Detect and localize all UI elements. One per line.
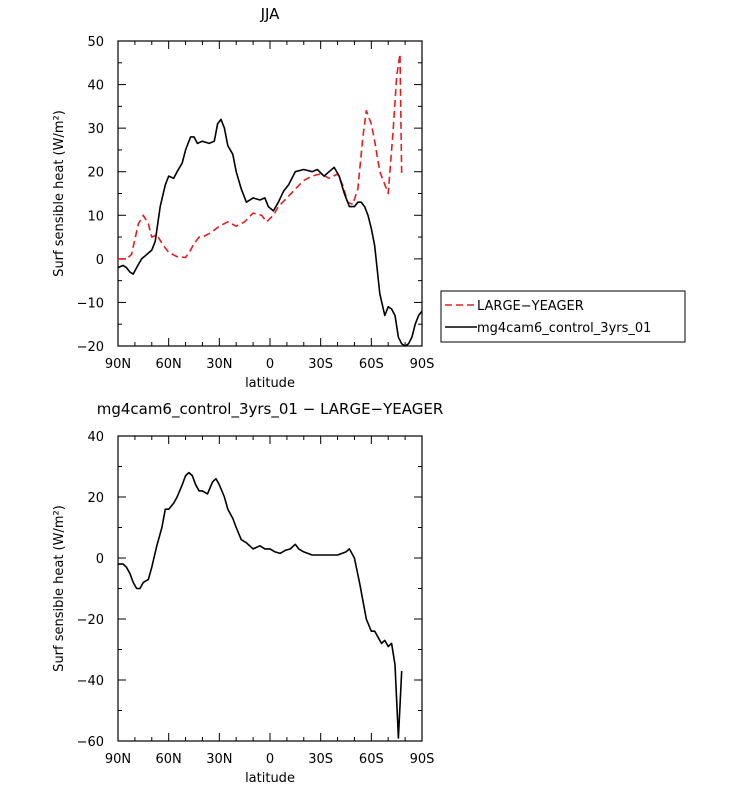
x-tick-label: 60S (359, 752, 384, 767)
y-tick-label: −40 (77, 674, 104, 689)
y-tick-label: 50 (87, 35, 104, 50)
series-line-1 (118, 471, 403, 739)
series-line-2 (118, 118, 422, 347)
y-tick-label: 0 (96, 253, 104, 268)
chart-title: mg4cam6_control_3yrs_01 − LARGE−YEAGER (97, 400, 444, 419)
chart-1: JJA 90N 60N 30N 0 30S 60S 90S −20 −10 0 10 20 30 40 50 l… (52, 5, 686, 391)
x-tick-label: 90S (410, 752, 435, 767)
x-tick-label: 30S (308, 752, 333, 767)
y-tick-label: −60 (77, 735, 104, 750)
legend-label: mg4cam6_control_3yrs_01 (477, 321, 651, 336)
y-tick-label: 40 (87, 79, 104, 94)
chart-title: JJA (260, 5, 281, 23)
plot-frame (117, 435, 423, 742)
x-axis-label: latitude (245, 771, 295, 786)
series-line-1 (118, 53, 403, 260)
y-axis-label: Surf sensible heat (W/m²) (52, 505, 67, 672)
y-tick-label: 40 (87, 430, 104, 445)
x-tick-label: 30N (206, 357, 232, 372)
x-tick-label: 60N (156, 357, 182, 372)
y-tick-label: −10 (77, 296, 104, 311)
x-tick-label: 90N (105, 752, 131, 767)
y-tick-label: 20 (87, 491, 104, 506)
x-tick-label: 90N (105, 357, 131, 372)
x-tick-label: 0 (266, 357, 274, 372)
x-tick-label: 30S (308, 357, 333, 372)
x-tick-label: 60S (359, 357, 384, 372)
y-tick-label: 0 (96, 552, 104, 567)
legend-label: LARGE−YEAGER (477, 299, 584, 314)
x-tick-label: 0 (266, 752, 274, 767)
y-tick-label: −20 (77, 340, 104, 355)
y-tick-label: −20 (77, 613, 104, 628)
y-tick-label: 30 (87, 122, 104, 137)
legend: LARGE−YEAGER mg4cam6_control_3yrs_01 (440, 290, 686, 343)
x-tick-label: 60N (156, 752, 182, 767)
y-axis-label: Surf sensible heat (W/m²) (52, 110, 67, 277)
x-tick-label: 30N (206, 752, 232, 767)
y-tick-label: 10 (87, 209, 104, 224)
chart-2: mg4cam6_control_3yrs_01 − LARGE−YEAGER 90… (52, 400, 443, 786)
x-axis-label: latitude (245, 376, 295, 391)
x-tick-label: 90S (410, 357, 435, 372)
legend-box (440, 290, 686, 343)
y-tick-label: 20 (87, 166, 104, 181)
